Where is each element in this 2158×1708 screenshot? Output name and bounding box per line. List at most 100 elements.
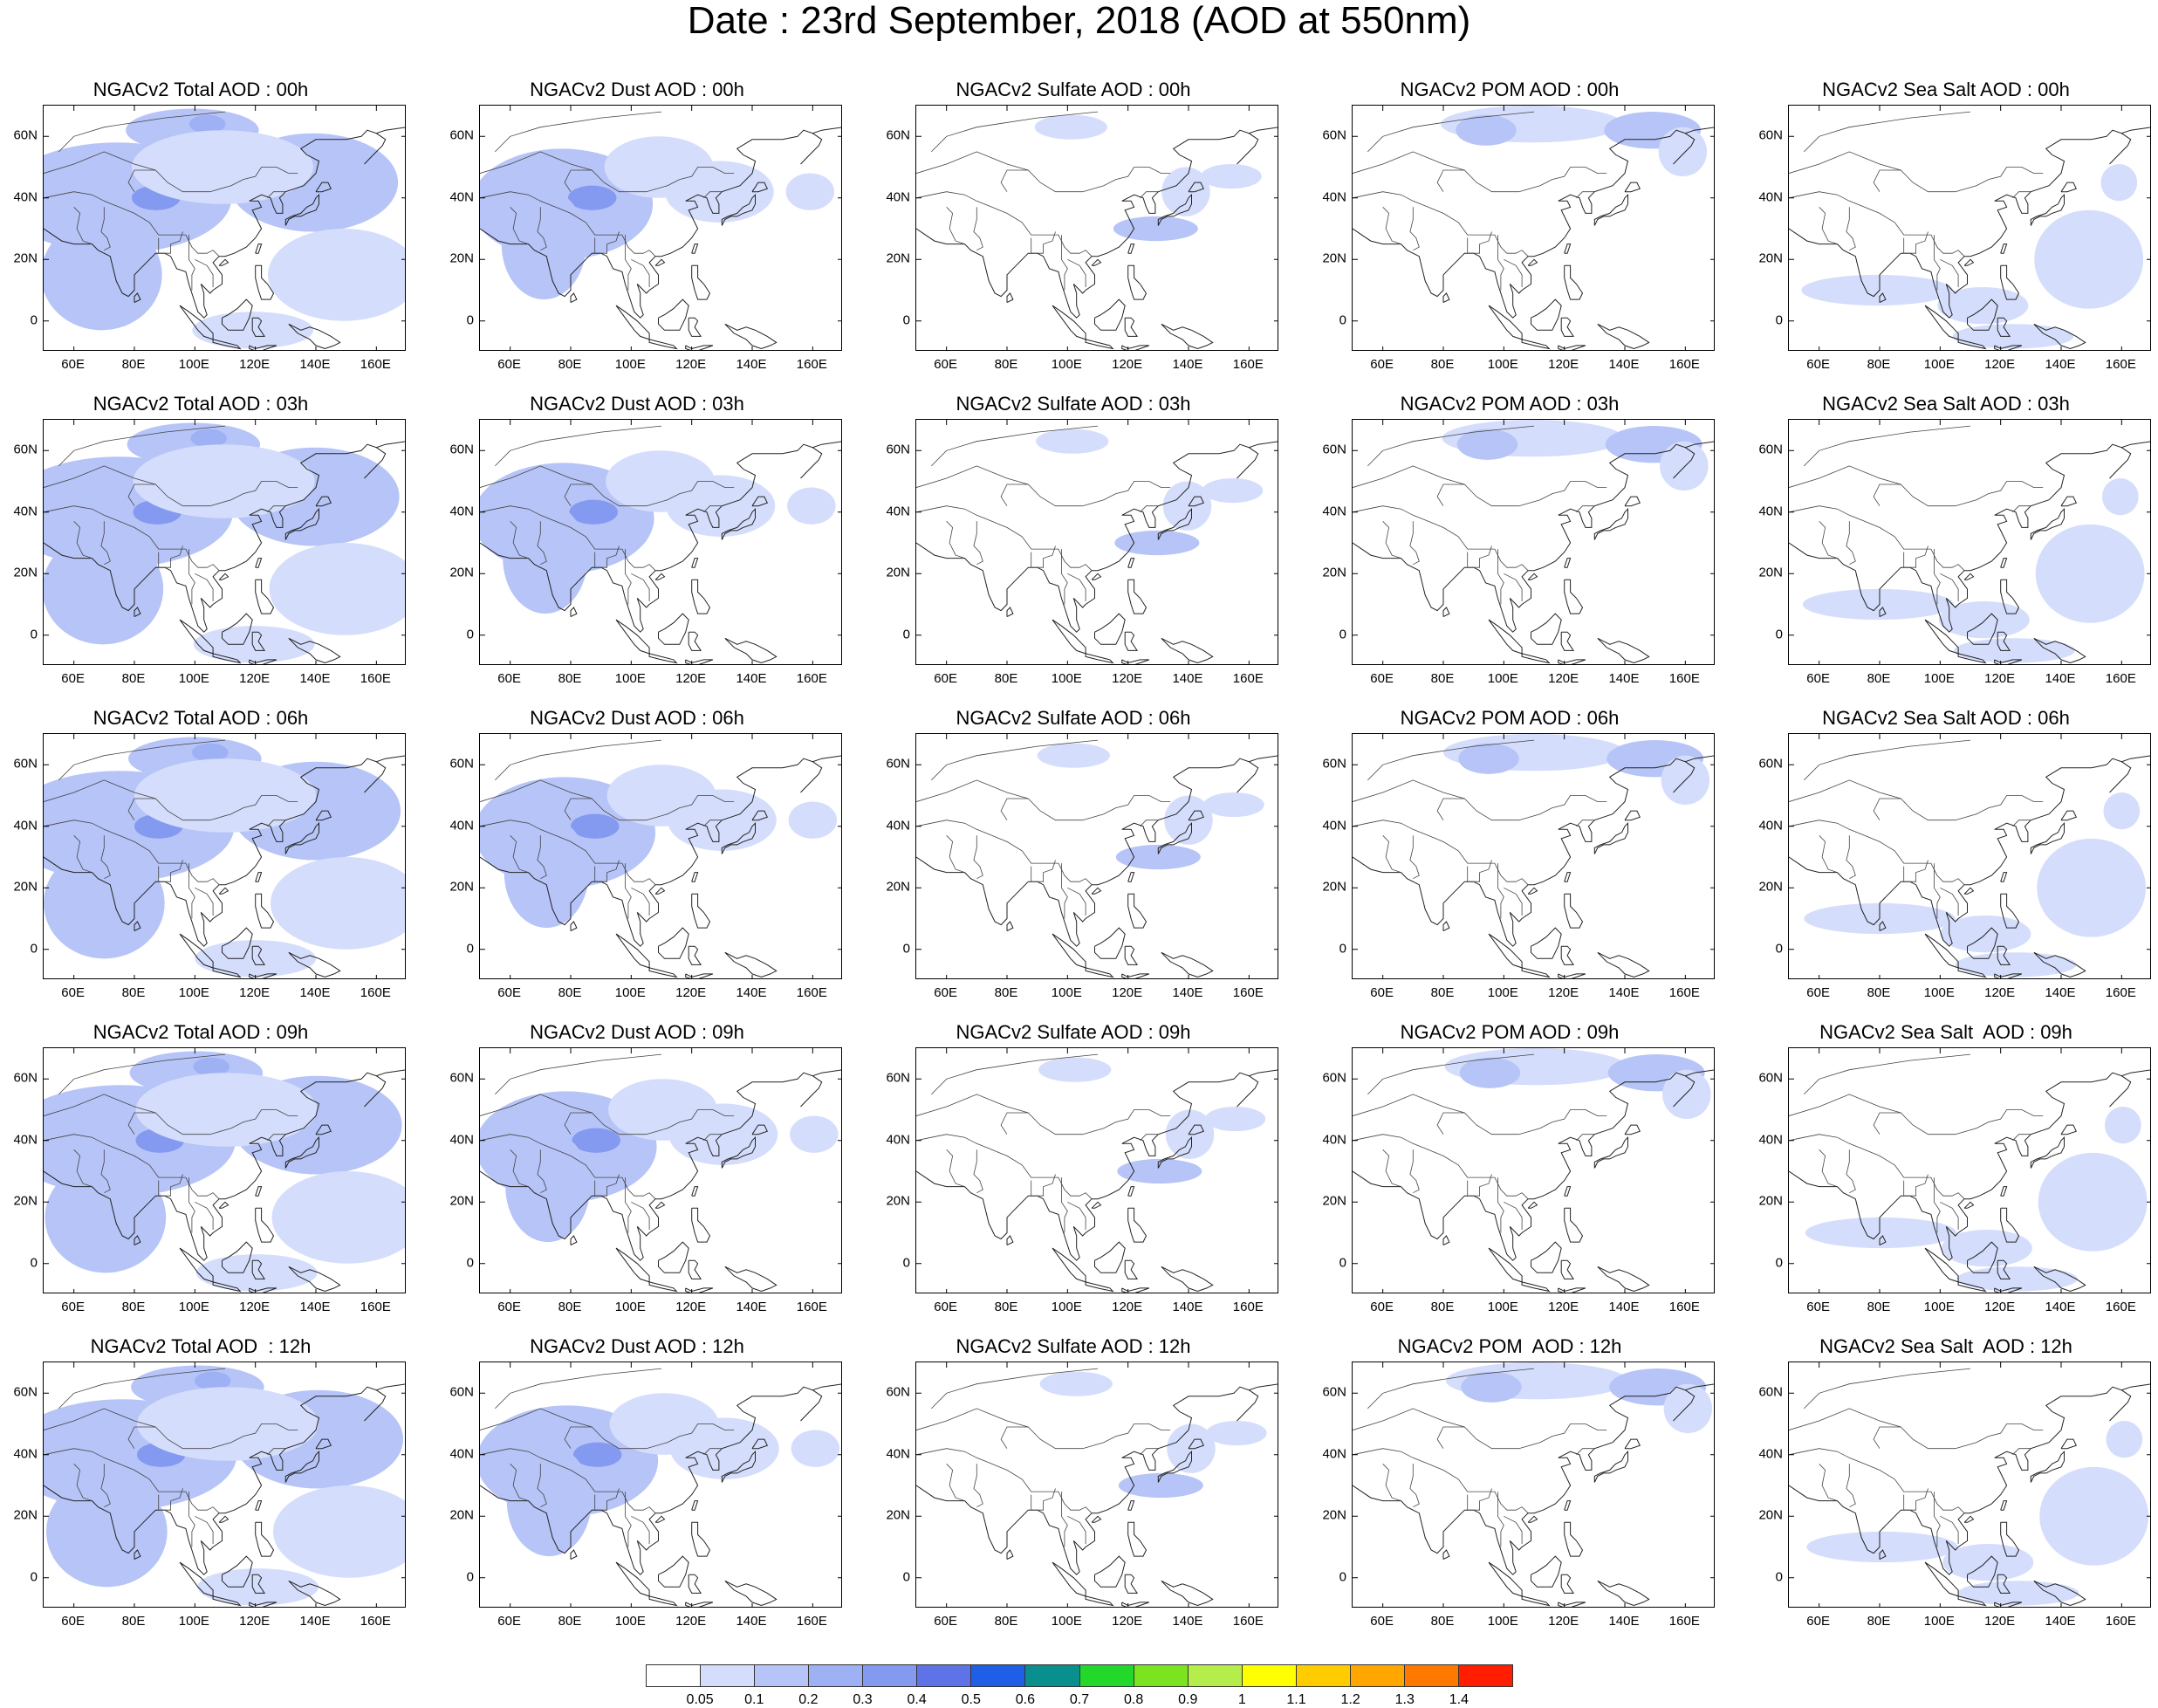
aod-shading-region xyxy=(1456,429,1518,460)
country-border xyxy=(44,779,298,821)
aod-shading-region xyxy=(1663,1383,1713,1434)
country-border xyxy=(44,1408,298,1450)
country-border xyxy=(931,1368,1099,1410)
x-tick-label: 100E xyxy=(1923,671,1955,686)
country-border xyxy=(624,549,632,605)
map-panel: NGACv2 Sulfate AOD : 12h 60N 40N 20N 0 60E 80E… xyxy=(873,1337,1278,1643)
country-border xyxy=(624,1177,632,1233)
x-tick-label: 120E xyxy=(675,1614,707,1629)
y-tick-label: 20N xyxy=(1758,879,1783,895)
coastline xyxy=(1091,1515,1102,1523)
coastline xyxy=(222,1241,253,1273)
map-panel: NGACv2 Total AOD : 09h 60N 40N 20N 0 60E 80E 10… xyxy=(0,1023,406,1328)
aod-shading-region xyxy=(569,499,618,525)
coastline xyxy=(691,1500,699,1511)
country-border xyxy=(973,521,983,566)
map-panel: NGACv2 Sea Salt AOD : 06h 60N 40N 20N 0 60E 80… xyxy=(1745,709,2151,1014)
coastline xyxy=(284,507,319,540)
coastline xyxy=(1957,967,1987,978)
country-border xyxy=(195,1201,214,1230)
x-tick-label: 60E xyxy=(934,671,957,686)
coastline xyxy=(1593,1450,1628,1483)
x-tick-label: 160E xyxy=(1232,1614,1264,1629)
coastline xyxy=(648,967,678,978)
country-border xyxy=(1576,505,1595,513)
country-border xyxy=(1467,231,1492,254)
aod-map xyxy=(1353,1362,1714,1607)
coastline xyxy=(570,1549,578,1561)
map-plot-area xyxy=(1352,105,1715,351)
y-tick-label: 20N xyxy=(1322,879,1346,895)
coastline xyxy=(1521,1595,1551,1607)
aod-map xyxy=(480,1362,841,1607)
aod-shading-region xyxy=(271,1171,405,1264)
coastline xyxy=(1558,659,1586,664)
country-border xyxy=(931,425,1099,467)
coastline xyxy=(724,323,778,350)
coastline xyxy=(1558,973,1586,978)
y-tick-label: 40N xyxy=(1322,189,1346,205)
country-border xyxy=(594,1488,620,1511)
coastline xyxy=(1124,631,1139,651)
coastline xyxy=(1963,573,1975,580)
y-tick-label: 0 xyxy=(466,941,474,957)
coastline xyxy=(1527,887,1538,895)
map-plot-area xyxy=(1352,733,1715,979)
x-tick-label: 80E xyxy=(121,671,146,686)
x-tick-label: 160E xyxy=(360,1614,391,1629)
country-border xyxy=(1873,484,1901,506)
country-border xyxy=(1873,1426,1901,1449)
country-border xyxy=(127,798,156,820)
coastline xyxy=(691,558,699,568)
coastline xyxy=(658,1241,689,1273)
coastline xyxy=(212,653,242,664)
aod-shading-region xyxy=(132,130,313,204)
map-panel: NGACv2 Dust AOD : 03h 60N 40N 20N 0 60E 80E 100… xyxy=(436,394,842,700)
country-border xyxy=(510,207,529,244)
coastline xyxy=(2030,821,2065,854)
country-border xyxy=(58,1368,226,1410)
x-tick-label: 80E xyxy=(1867,985,1891,1000)
x-tick-label: 120E xyxy=(239,357,271,372)
coastline xyxy=(1237,761,1259,793)
y-tick-label: 0 xyxy=(1775,312,1783,328)
country-border xyxy=(916,1448,1093,1513)
country-border xyxy=(44,505,220,571)
coastline xyxy=(721,1450,756,1483)
coastline xyxy=(658,613,689,645)
map-panel: NGACv2 POM AOD : 00h 60N 40N 20N 0 60E 80E 100E… xyxy=(1309,80,1715,386)
colorbar-swatch xyxy=(1133,1664,1189,1687)
coastline xyxy=(800,761,823,793)
country-border xyxy=(1436,484,1465,506)
y-tick-label: 60N xyxy=(886,1070,910,1086)
aod-shading-region xyxy=(2105,1106,2141,1144)
coastline xyxy=(1997,1574,2011,1594)
country-border xyxy=(1504,573,1523,601)
country-border xyxy=(594,545,620,568)
coastline xyxy=(2033,951,2086,978)
aod-shading-region xyxy=(1805,1217,1957,1249)
x-tick-label: 120E xyxy=(675,357,707,372)
country-border xyxy=(480,465,735,507)
colorbar-label: 0.6 xyxy=(1015,1692,1035,1707)
country-border xyxy=(267,820,286,827)
y-tick-label: 60N xyxy=(13,756,38,772)
aod-shading-region xyxy=(572,1128,620,1153)
aod-shading-region xyxy=(195,1254,318,1292)
colorbar-swatch xyxy=(1241,1664,1297,1687)
coastline xyxy=(1094,613,1126,645)
aod-map xyxy=(916,734,1278,978)
coastline xyxy=(658,927,689,959)
x-tick-label: 140E xyxy=(1608,985,1640,1000)
x-tick-label: 120E xyxy=(1548,671,1579,686)
country-border xyxy=(58,739,226,781)
aod-shading-region xyxy=(1806,1531,1958,1563)
coastline xyxy=(44,755,405,947)
coastline xyxy=(179,1247,214,1283)
coastline xyxy=(251,631,266,651)
aod-shading-region xyxy=(790,1115,839,1153)
coastline xyxy=(1127,1207,1148,1243)
x-tick-label: 160E xyxy=(2105,985,2136,1000)
coastline xyxy=(1161,323,1214,350)
coastline xyxy=(1094,1555,1126,1588)
